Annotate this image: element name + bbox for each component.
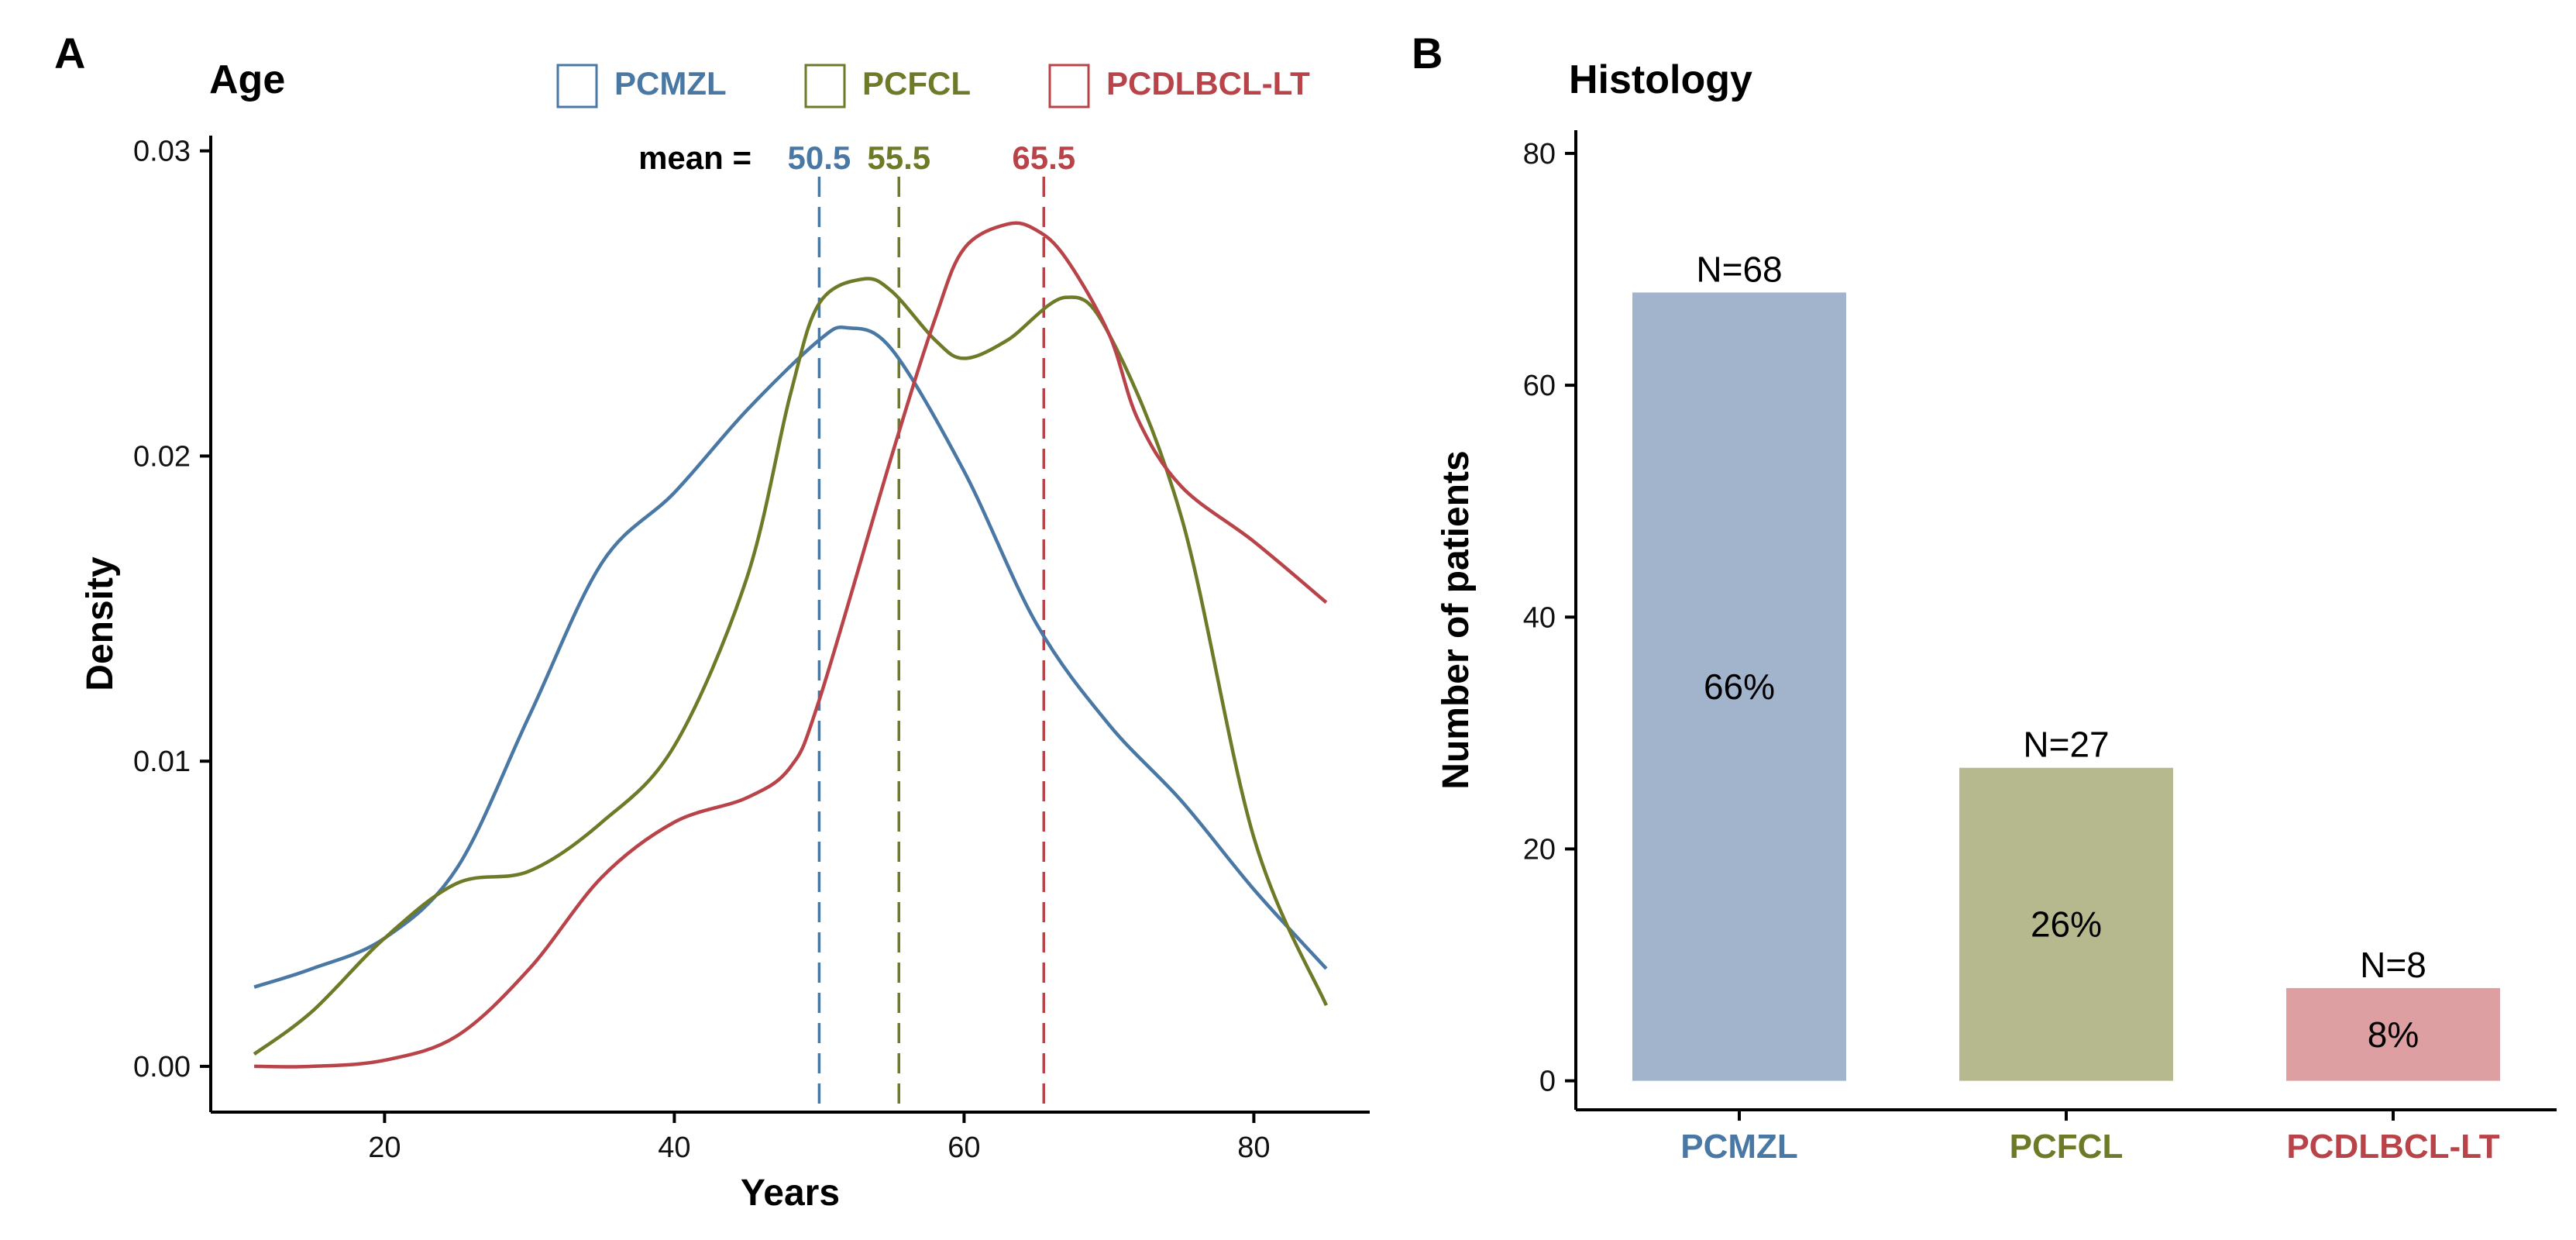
legend-swatch-pcmzl xyxy=(556,64,598,108)
panel-a-title: Age xyxy=(209,57,285,102)
panel-b-letter: B xyxy=(1412,29,1443,78)
x-tick-label: 60 xyxy=(948,1132,980,1164)
bar-percent-label-pcdlbcl-lt: 8% xyxy=(2368,1014,2419,1055)
y-tick-label: 80 xyxy=(1523,138,1556,170)
bar-percent-label-pcfcl: 26% xyxy=(2031,904,2102,945)
panel-b: B Histology 0 20 40 60 80 Number of patients N… xyxy=(1412,29,2557,1166)
y-tick-label: 0.01 xyxy=(133,746,191,778)
density-line-pcfcl xyxy=(253,277,1328,1056)
legend-swatch-pcfcl xyxy=(804,64,846,108)
legend-label-pcdlbcl-lt: PCDLBCL-LT xyxy=(1106,65,1310,102)
y-tick-label: 0.03 xyxy=(133,136,191,168)
mean-value-pcmzl: 50.5 xyxy=(788,140,851,176)
legend-label-pcfcl: PCFCL xyxy=(862,65,971,102)
x-category-label-pcfcl: PCFCL xyxy=(2010,1128,2124,1166)
y-tick-label: 40 xyxy=(1523,601,1556,634)
legend-swatch-pcdlbcl-lt xyxy=(1048,64,1090,108)
y-tick-label: 20 xyxy=(1523,833,1556,866)
panel-b-title: Histology xyxy=(1569,57,1752,102)
y-tick-label: 0.00 xyxy=(133,1051,191,1083)
x-tick-label: 20 xyxy=(368,1132,401,1164)
x-tick-label: 80 xyxy=(1237,1132,1270,1164)
y-tick-label: 60 xyxy=(1523,370,1556,402)
bar-pcfcl xyxy=(1959,767,2173,1081)
x-axis-title: Years xyxy=(741,1173,840,1214)
x-tick-label: 40 xyxy=(658,1132,690,1164)
y-axis-title: Number of patients xyxy=(1436,450,1477,789)
panel-a-letter: A xyxy=(54,29,85,78)
legend-label-pcmzl: PCMZL xyxy=(614,65,727,102)
panel-a: A Age PCMZL PCFCL PCDLBCL-LT mean = 0.00… xyxy=(54,29,1370,1214)
density-line-pcmzl xyxy=(253,325,1328,989)
bar-percent-label-pcmzl: 66% xyxy=(1704,666,1775,707)
bar-count-label-pcmzl: N=68 xyxy=(1696,249,1782,289)
y-axis-title: Density xyxy=(80,556,121,691)
mean-value-pcdlbcl-lt: 65.5 xyxy=(1012,140,1075,176)
density-line-pcdlbcl-lt xyxy=(254,221,1328,1069)
bar-count-label-pcfcl: N=27 xyxy=(2023,725,2109,765)
histology-bar-chart: 0 20 40 60 80 Number of patients N=68 66% PCMZL N… xyxy=(1436,130,2557,1166)
mean-value-pcfcl: 55.5 xyxy=(867,140,930,176)
bar-count-label-pcdlbcl-lt: N=8 xyxy=(2360,945,2426,985)
legend: PCMZL PCFCL PCDLBCL-LT xyxy=(556,64,1310,108)
bar-pcdlbcl-lt xyxy=(2286,987,2500,1081)
y-tick-label: 0 xyxy=(1539,1066,1556,1098)
density-plot: 0.00 0.01 0.02 0.03 20 40 60 80 Years Density 50.5… xyxy=(80,136,1370,1214)
bar-pcmzl xyxy=(1632,292,1846,1081)
x-category-label-pcdlbcl-lt: PCDLBCL-LT xyxy=(2286,1128,2499,1166)
y-tick-label: 0.02 xyxy=(133,440,191,473)
mean-prefix-label: mean = xyxy=(638,140,751,176)
x-category-label-pcmzl: PCMZL xyxy=(1680,1128,1798,1166)
